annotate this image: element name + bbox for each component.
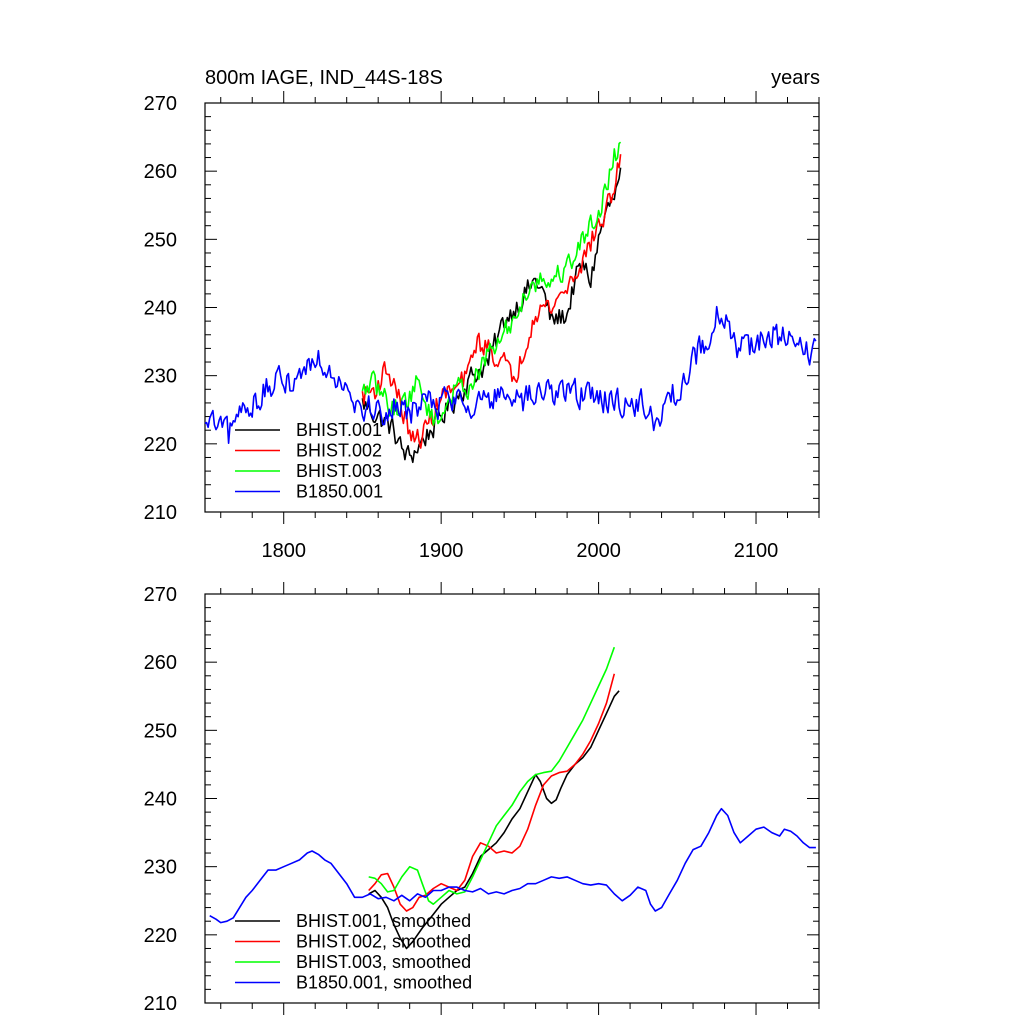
series-line [361, 167, 622, 464]
legend-label: B1850.001, smoothed [296, 973, 472, 993]
legend-label: BHIST.003, smoothed [296, 952, 471, 972]
series-line [368, 646, 616, 905]
x-tick-label: 2100 [734, 540, 779, 562]
x-tick-label: 2000 [576, 540, 621, 562]
series-line [368, 673, 616, 912]
legend-label: BHIST.002, smoothed [296, 932, 471, 952]
upper-series-lines [204, 141, 817, 464]
y-tick-label: 210 [144, 993, 177, 1015]
series-line [209, 807, 816, 924]
chart-title: 800m IAGE, IND_44S-18S [205, 67, 443, 89]
y-tick-label: 270 [144, 93, 177, 115]
y-tick-label: 210 [144, 502, 177, 524]
y-tick-label: 240 [144, 789, 177, 811]
y-tick-label: 250 [144, 229, 177, 251]
units-label: years [771, 67, 820, 89]
y-tick-label: 230 [144, 857, 177, 879]
lower-panel: 210 220 230 240 250 260 270 BHIST.001, smoothe… [144, 582, 820, 1015]
lower-series-lines [209, 646, 816, 950]
series-line [361, 141, 622, 426]
y-tick-label: 260 [144, 161, 177, 183]
y-tick-label: 220 [144, 434, 177, 456]
legend-label: B1850.001 [296, 482, 383, 502]
y-tick-label: 250 [144, 720, 177, 742]
legend-label: BHIST.001 [296, 420, 382, 440]
upper-axes: 210 220 230 240 250 260 270 1800 1900 2000 2100 [144, 91, 820, 562]
y-tick-label: 240 [144, 298, 177, 320]
x-tick-label: 1900 [419, 540, 464, 562]
legend-label: BHIST.002 [296, 441, 382, 461]
y-tick-label: 220 [144, 925, 177, 947]
lower-axes: 210 220 230 240 250 260 270 [144, 582, 820, 1015]
series-line [204, 305, 817, 444]
y-tick-label: 260 [144, 652, 177, 674]
upper-panel: 800m IAGE, IND_44S-18S years 210 220 230 24… [144, 67, 820, 562]
x-tick-label: 1800 [261, 540, 306, 562]
legend-label: BHIST.001, smoothed [296, 911, 471, 931]
y-tick-label: 230 [144, 366, 177, 388]
legend-label: BHIST.003 [296, 461, 382, 481]
y-tick-label: 270 [144, 584, 177, 606]
